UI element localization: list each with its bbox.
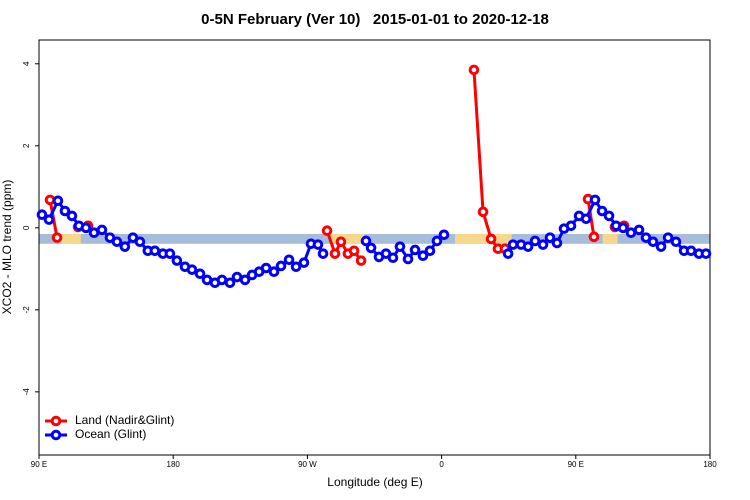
data-point xyxy=(522,241,534,252)
legend-marker xyxy=(50,429,62,441)
x-tick-label: 180 xyxy=(167,460,181,469)
data-point xyxy=(655,241,667,252)
data-point xyxy=(312,239,324,250)
data-point xyxy=(149,245,161,257)
y-axis-label: XCO2 - MLO trend (ppm) xyxy=(0,180,14,315)
land-band xyxy=(455,233,512,244)
data-point xyxy=(438,229,450,241)
data-point xyxy=(529,235,541,247)
land-band xyxy=(602,233,618,244)
data-point xyxy=(298,257,310,268)
data-point xyxy=(647,236,659,248)
x-axis-label: Longitude (deg E) xyxy=(327,475,422,489)
data-point xyxy=(186,264,198,275)
data-point xyxy=(224,277,236,289)
x-tick-label: 180 xyxy=(703,460,717,469)
data-point xyxy=(468,64,480,76)
data-point xyxy=(348,245,360,257)
x-tick-label: 0 xyxy=(439,460,444,469)
data-point xyxy=(537,239,549,250)
data-point xyxy=(36,209,48,220)
data-point xyxy=(409,244,421,256)
data-point xyxy=(387,252,399,264)
data-point xyxy=(96,224,108,236)
y-tick-label: -4 xyxy=(22,388,31,396)
x-tick-label: 90 E xyxy=(568,460,584,469)
data-point xyxy=(260,262,272,274)
data-point xyxy=(268,266,280,277)
data-point xyxy=(394,241,406,252)
series-line xyxy=(48,69,625,262)
data-point xyxy=(66,210,78,222)
data-point xyxy=(424,245,436,257)
y-tick-label: 2 xyxy=(22,143,31,148)
data-point xyxy=(502,248,514,259)
data-point xyxy=(171,255,183,266)
data-point xyxy=(662,232,674,243)
data-point xyxy=(588,231,600,243)
data-point xyxy=(321,225,333,236)
data-point xyxy=(59,205,71,217)
data-point xyxy=(317,248,329,259)
legend-label: Land (Nadir&Glint) xyxy=(75,413,174,427)
data-point xyxy=(485,233,497,245)
data-point xyxy=(431,235,443,247)
data-point xyxy=(194,268,206,280)
data-point xyxy=(477,206,489,218)
data-point xyxy=(417,250,429,262)
data-point xyxy=(360,235,372,247)
data-point xyxy=(119,241,131,252)
chart-title: 0-5N February (Ver 10) 2015-01-01 to 202… xyxy=(201,11,549,28)
y-tick-label: -2 xyxy=(22,306,31,314)
data-point xyxy=(670,236,682,248)
data-point xyxy=(633,224,645,236)
data-point xyxy=(52,195,64,207)
data-point xyxy=(617,222,629,234)
data-point xyxy=(275,260,287,272)
data-point xyxy=(580,213,592,225)
plot-frame xyxy=(38,39,711,456)
data-point xyxy=(544,232,556,243)
data-point xyxy=(231,271,243,283)
data-point xyxy=(355,255,367,266)
data-point xyxy=(329,248,341,259)
data-point xyxy=(43,214,55,225)
data-point xyxy=(603,210,615,222)
data-point xyxy=(565,220,577,232)
data-point xyxy=(507,239,519,250)
y-tick-label: 0 xyxy=(22,225,31,230)
land-band xyxy=(329,233,365,244)
data-point xyxy=(44,194,56,206)
data-point xyxy=(551,237,563,249)
data-point xyxy=(365,242,377,254)
land-band xyxy=(61,233,81,244)
data-point xyxy=(134,236,146,248)
data-point xyxy=(239,274,251,286)
data-point xyxy=(402,253,414,265)
data-point xyxy=(216,274,228,286)
legend-label: Ocean (Glint) xyxy=(75,427,146,441)
data-point xyxy=(335,236,347,248)
x-tick-label: 90 E xyxy=(31,460,47,469)
legend-marker xyxy=(50,415,62,427)
data-point xyxy=(290,261,302,273)
x-tick-label: 90 W xyxy=(298,460,317,469)
data-point xyxy=(164,248,176,259)
data-point xyxy=(51,232,63,243)
data-point xyxy=(111,236,123,248)
y-tick-label: 4 xyxy=(22,61,31,66)
data-point xyxy=(283,254,295,266)
data-point xyxy=(625,227,637,239)
data-point xyxy=(589,194,601,206)
data-point xyxy=(596,205,608,217)
data-point xyxy=(80,222,92,234)
ocean-band xyxy=(39,233,710,244)
data-point xyxy=(700,248,712,259)
